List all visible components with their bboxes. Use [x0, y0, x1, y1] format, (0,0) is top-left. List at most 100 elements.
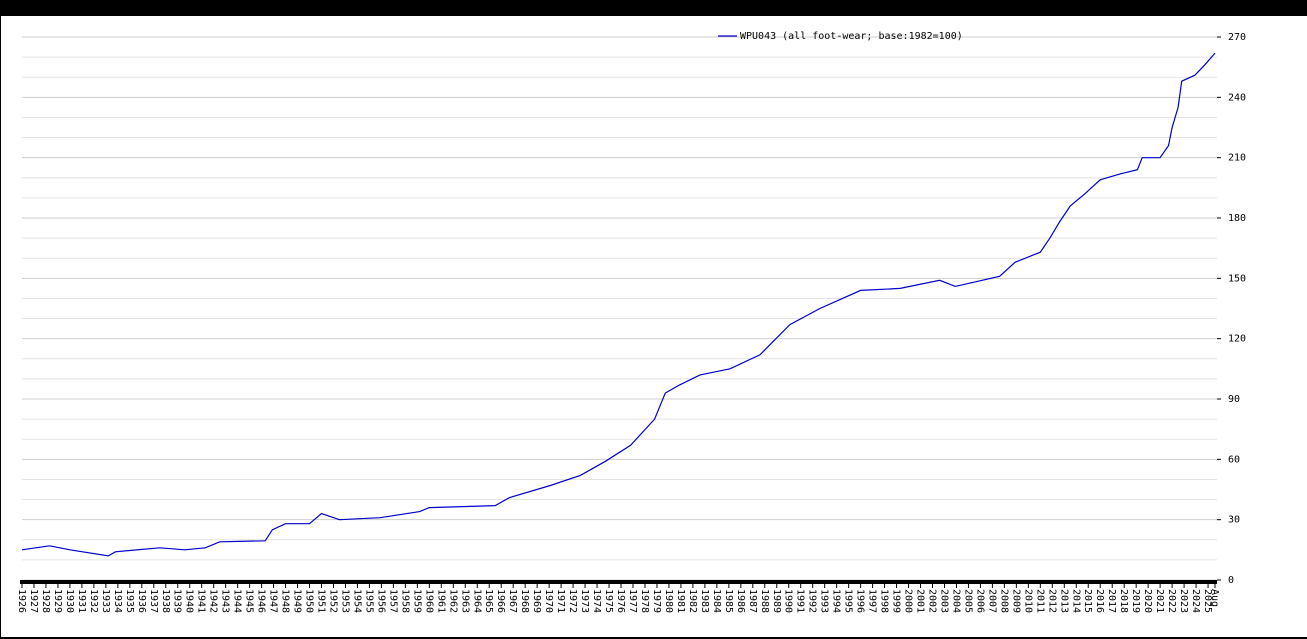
x-tick-label: 1954 [351, 589, 362, 613]
x-tick-label: 1929 [52, 589, 63, 613]
x-tick-label: 2013 [1058, 589, 1069, 613]
x-tick-label: 1970 [543, 589, 554, 613]
x-tick-label: 1996 [855, 589, 866, 613]
x-tick-label: 2006 [974, 589, 985, 613]
x-tick-label: 1978 [639, 589, 650, 613]
left-border [0, 16, 1, 639]
x-tick-label: 2002 [927, 589, 938, 613]
x-tick-label: 1994 [831, 589, 842, 613]
x-tick-label: 1969 [531, 589, 542, 613]
x-tick-label: 1976 [615, 589, 626, 613]
x-tick-label: 1943 [220, 589, 231, 613]
x-tick-label: 1935 [124, 589, 135, 613]
y-tick-label: 30 [1228, 515, 1240, 526]
x-tick-label: 1944 [232, 589, 243, 613]
x-tick-label: 1998 [879, 589, 890, 613]
x-tick-label: 1974 [591, 589, 602, 613]
x-tick-label: 1992 [807, 589, 818, 613]
x-tick-label: 1997 [867, 589, 878, 613]
x-tick-label: 2016 [1094, 589, 1105, 613]
x-tick-label: 2000 [903, 589, 914, 613]
x-tick-label: 1973 [579, 589, 590, 613]
x-tick-label: 1955 [363, 589, 374, 613]
x-tick-label: 2009 [1010, 589, 1021, 613]
x-tick-label: 2003 [938, 589, 949, 613]
x-tick-label: 1999 [891, 589, 902, 613]
x-tick-label: 2008 [998, 589, 1009, 613]
x-tick-label: 1930 [64, 589, 75, 613]
x-tick-label: 1940 [184, 589, 195, 613]
x-tick-label: 1971 [555, 589, 566, 613]
x-tick-label: 2020 [1142, 589, 1153, 613]
x-tick-label: 1945 [244, 589, 255, 613]
x-tick-label: 1981 [675, 589, 686, 613]
x-tick-label: 2012 [1046, 589, 1057, 613]
x-tick-label: 1962 [447, 589, 458, 613]
x-tick-label: 1933 [100, 589, 111, 613]
x-tick-label: 1938 [160, 589, 171, 613]
y-tick-label: 270 [1228, 32, 1246, 43]
y-tick-label: 180 [1228, 213, 1246, 224]
x-tick-label: 2021 [1154, 589, 1165, 613]
top-bar [0, 0, 1307, 16]
x-tick-label: 1946 [256, 589, 267, 613]
x-tick-label: 1947 [268, 589, 279, 613]
x-axis-band [20, 580, 1217, 584]
x-tick-label: 1950 [304, 589, 315, 613]
bottom-border [0, 637, 1307, 639]
x-tick-label: 1961 [435, 589, 446, 613]
x-tick-label: 1942 [208, 589, 219, 613]
x-tick-label: 1948 [280, 589, 291, 613]
x-tick-label: 1983 [699, 589, 710, 613]
x-tick-label: 1967 [507, 589, 518, 613]
x-tick-label: 1995 [843, 589, 854, 613]
y-tick-label: 60 [1228, 454, 1240, 465]
x-tick-label: 1988 [759, 589, 770, 613]
x-tick-label: 1953 [339, 589, 350, 613]
x-tick-label: 1977 [627, 589, 638, 613]
legend-label: WPU043 (all foot-wear; base:1982=100) [740, 31, 963, 42]
x-tick-label: 2015 [1082, 589, 1093, 613]
x-tick-label: 1985 [723, 589, 734, 613]
x-tick-label: 2024 [1190, 589, 1201, 613]
x-tick-label: 1975 [603, 589, 614, 613]
y-tick-label: 0 [1228, 575, 1234, 586]
x-tick-label: 1941 [196, 589, 207, 613]
x-tick-label: 2018 [1118, 589, 1129, 613]
x-tick-label: 1934 [112, 589, 123, 613]
x-tick-label: 1936 [136, 589, 147, 613]
x-tick-label: 2023 [1178, 589, 1189, 613]
x-tick-label: 1993 [819, 589, 830, 613]
x-tick-label: 1982 [687, 589, 698, 613]
x-tick-label: 1951 [316, 589, 327, 613]
x-tick-label: 1928 [40, 589, 51, 613]
x-tick-label: 1963 [459, 589, 470, 613]
x-tick-label: 1989 [771, 589, 782, 613]
x-tick-label: 1926 [16, 589, 27, 613]
x-tick-label: 2001 [915, 589, 926, 613]
x-tick-label: 1960 [423, 589, 434, 613]
x-tick-label: 1991 [795, 589, 806, 613]
x-tick-label: 1990 [783, 589, 794, 613]
x-tick-label: 1931 [76, 589, 87, 613]
x-tick-label: 1964 [471, 589, 482, 613]
x-tick-label: 1956 [375, 589, 386, 613]
x-tick-label: 1937 [148, 589, 159, 613]
x-tick-label: 1965 [483, 589, 494, 613]
y-tick-label: 210 [1228, 153, 1246, 164]
x-tick-label: 1932 [88, 589, 99, 613]
x-tick-label: 1980 [663, 589, 674, 613]
x-tick-label: 1958 [399, 589, 410, 613]
y-tick-label: 90 [1228, 394, 1240, 405]
x-tick-label: 2025 [1202, 589, 1213, 613]
x-tick-label: 1949 [292, 589, 303, 613]
x-tick-label: 1959 [411, 589, 422, 613]
x-tick-label: 2017 [1106, 589, 1117, 613]
x-tick-label: 1972 [567, 589, 578, 613]
x-tick-label: 2005 [962, 589, 973, 613]
x-tick-label: 1986 [735, 589, 746, 613]
x-tick-label: 1957 [387, 589, 398, 613]
x-tick-label: 2007 [986, 589, 997, 613]
x-tick-label: Aug [1209, 589, 1220, 607]
